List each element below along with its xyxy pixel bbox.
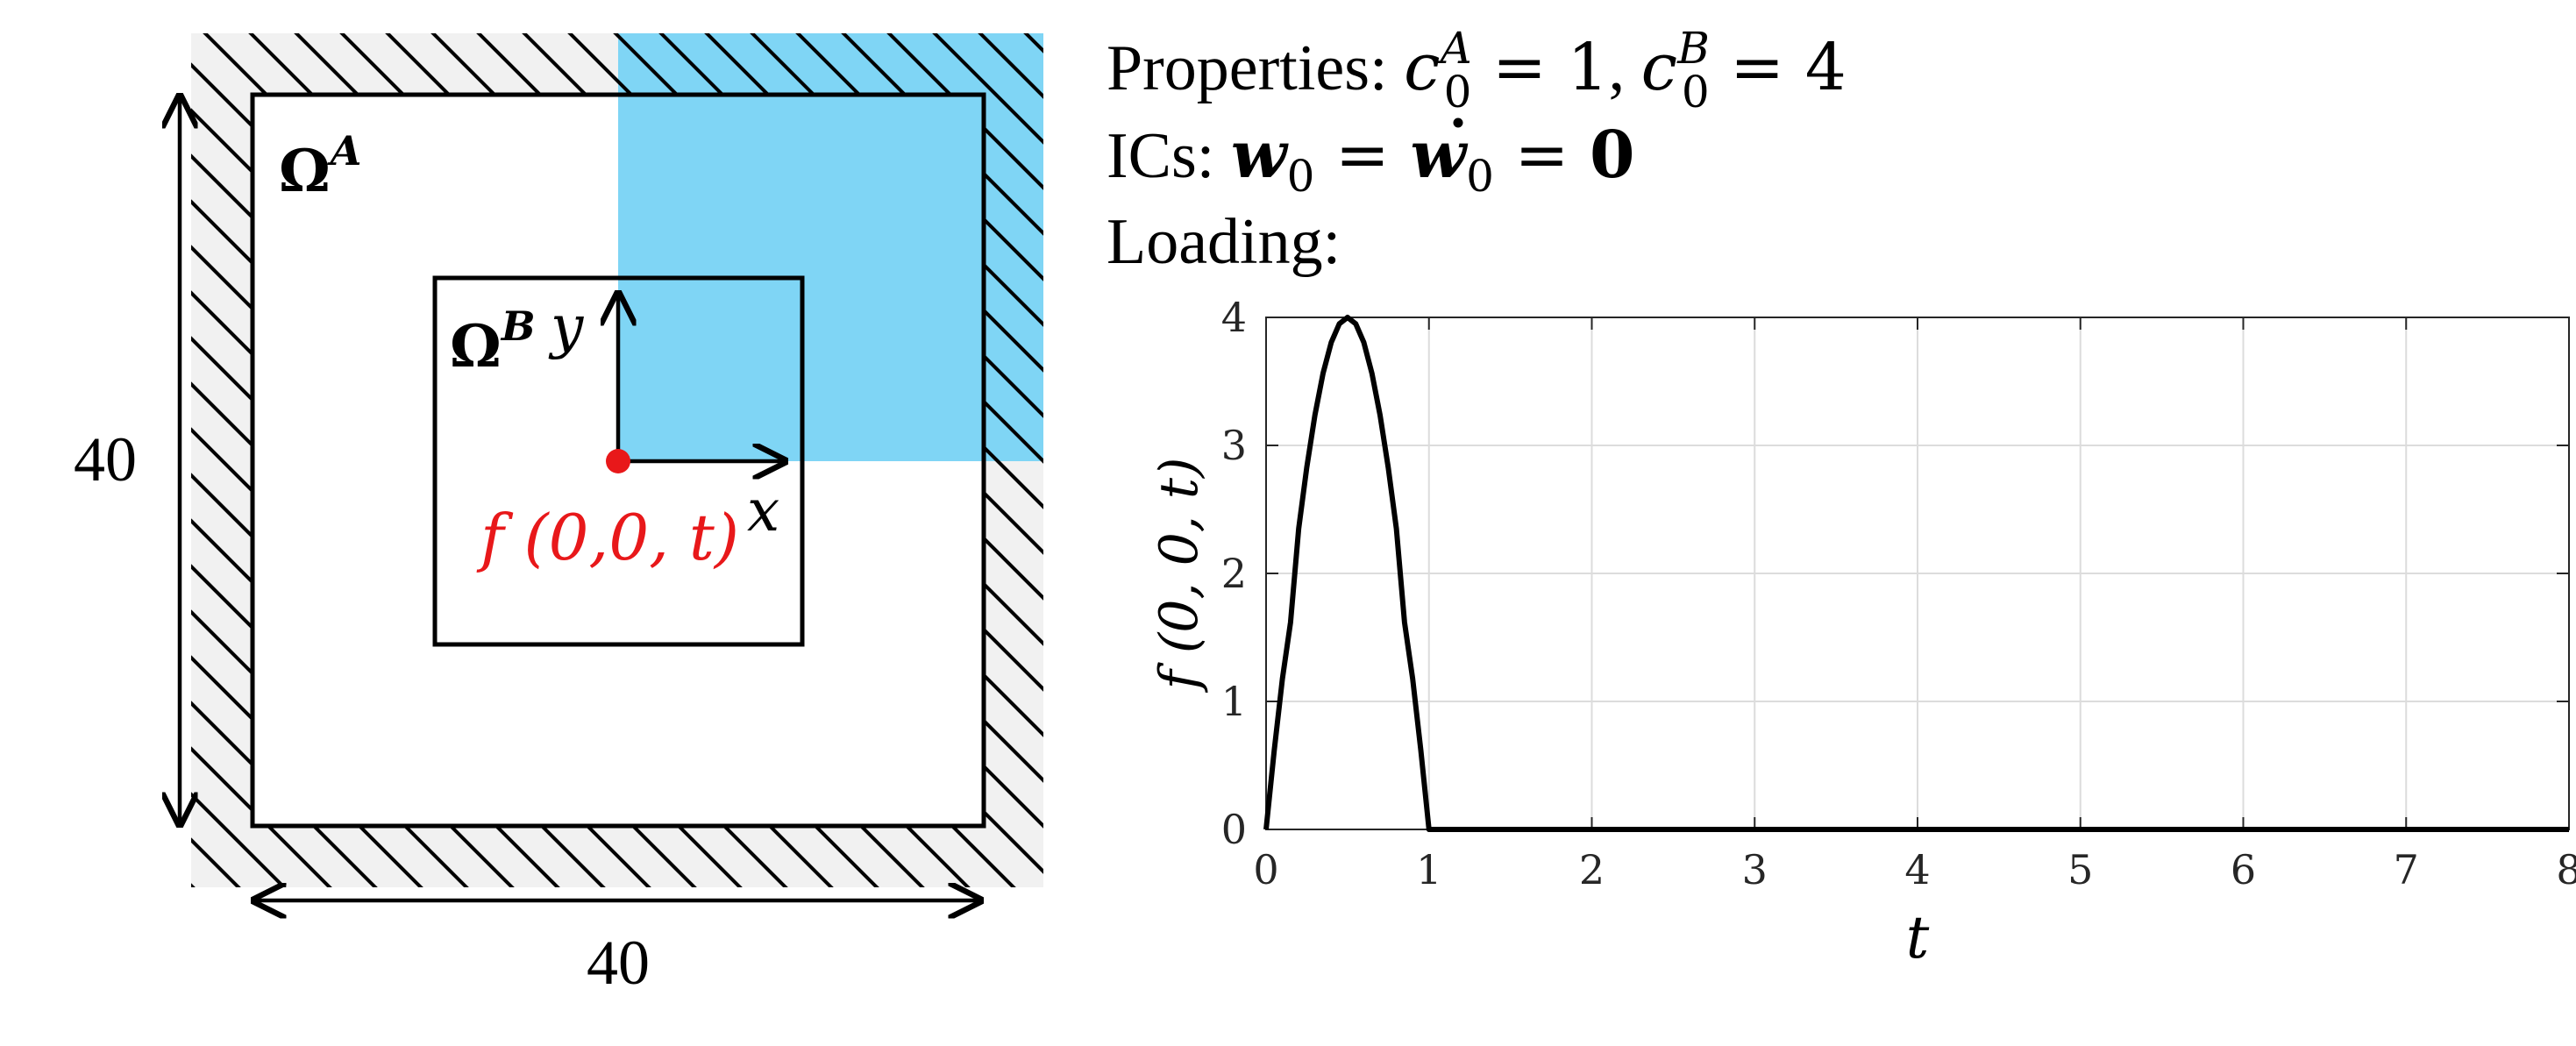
problem-description: Properties: cA 0 = 1, cB 0 = 4 ICs: w0 = w… [1107,23,1847,278]
chart-grid [1265,317,2570,830]
x-tick-label: 5 [2067,846,2093,893]
domain-a-label: ΩA [279,127,361,205]
x-tick-label: 6 [2231,846,2256,893]
load-curve [1263,315,2569,832]
x-tick-label: 0 [1253,846,1278,893]
loading-chart: 0 1 2 3 4 5 6 7 8 0 1 2 3 4 t f (0, 0, t) [1149,294,2576,971]
x-tick-label: 7 [2394,846,2419,893]
width-dimension-label: 40 [587,928,650,998]
domain-b-boundary [432,275,805,647]
hatch-line [191,33,363,887]
y-tick-label: 2 [1221,550,1247,597]
domain-b-label: ΩB [450,302,536,381]
x-tick-label: 1 [1416,846,1441,893]
quarter-highlight [618,33,1043,461]
x-tick-label: 3 [1742,846,1768,893]
hatch-line [854,33,1043,887]
chart-xlabel: t [1906,904,1930,971]
x-tick-label: 4 [1904,846,1930,893]
load-point [606,449,630,473]
load-label: f (0,0, t) [476,501,739,574]
properties-line: Properties: cA 0 = 1, cB 0 = 4 [1107,23,1847,117]
y-tick-label: 3 [1221,422,1247,469]
y-tick-label: 4 [1221,294,1247,341]
domain-a-boundary [250,92,986,829]
x-tick-label: 8 [2556,846,2576,893]
chart-ylabel: f (0, 0, t) [1149,458,1210,694]
ics-line: ICs: w0 = w0 = 0 [1107,117,1635,202]
loading-label: Loading: [1107,206,1341,278]
chart-tick-labels: 0 1 2 3 4 5 6 7 8 0 1 2 3 4 [1221,294,2576,893]
time-derivative-dot [1453,117,1463,128]
domain-diagram: ΩA ΩB y x f (0,0, t) 40 40 [74,33,1043,998]
hatch-line [191,33,317,887]
x-tick-label: 2 [1579,846,1605,893]
y-tick-label: 1 [1221,678,1247,725]
height-dimension-label: 40 [74,424,137,495]
hatch-line [191,33,409,887]
x-axis-label: x [747,477,779,544]
y-tick-label: 0 [1221,806,1247,853]
y-axis-label: y [548,293,584,360]
